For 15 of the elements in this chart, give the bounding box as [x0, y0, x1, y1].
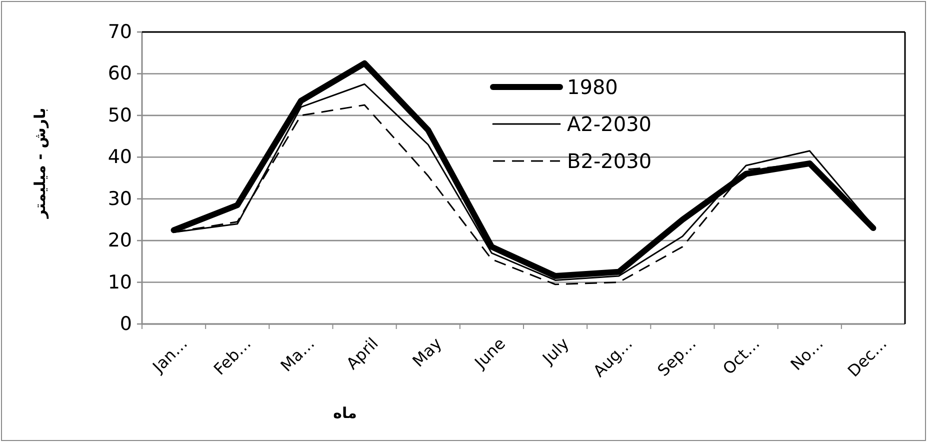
y-tick-label: 0: [120, 313, 132, 335]
legend-label: A2-2030: [567, 112, 652, 136]
y-tick-label: 70: [108, 21, 132, 43]
y-tick-label: 50: [108, 104, 132, 126]
legend-label: B2-2030: [567, 149, 652, 173]
x-tick-label: Ma…: [276, 334, 318, 376]
y-tick-label: 20: [108, 230, 132, 252]
y-tick-label: 60: [108, 62, 132, 85]
y-tick-label: 10: [108, 271, 132, 294]
x-axis-title: ماه: [333, 404, 357, 422]
x-tick-label: No…: [786, 334, 827, 374]
y-axis-title: بارش - میلیمتر: [31, 108, 49, 220]
legend-label: 1980: [567, 75, 618, 99]
y-tick-label: 30: [108, 188, 132, 210]
y-tick-label: 40: [108, 146, 132, 168]
